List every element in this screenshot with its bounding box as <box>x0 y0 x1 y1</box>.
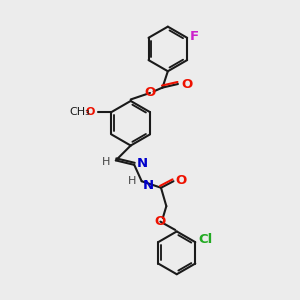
Text: H: H <box>128 176 136 186</box>
Text: O: O <box>181 77 192 91</box>
Text: CH₃: CH₃ <box>69 106 90 116</box>
Text: O: O <box>155 215 166 228</box>
Text: N: N <box>142 179 153 192</box>
Text: O: O <box>144 86 156 99</box>
Text: H: H <box>102 157 110 167</box>
Text: F: F <box>190 30 199 43</box>
Text: O: O <box>85 106 94 116</box>
Text: O: O <box>176 174 187 187</box>
Text: N: N <box>137 157 148 170</box>
Text: Cl: Cl <box>198 233 212 246</box>
